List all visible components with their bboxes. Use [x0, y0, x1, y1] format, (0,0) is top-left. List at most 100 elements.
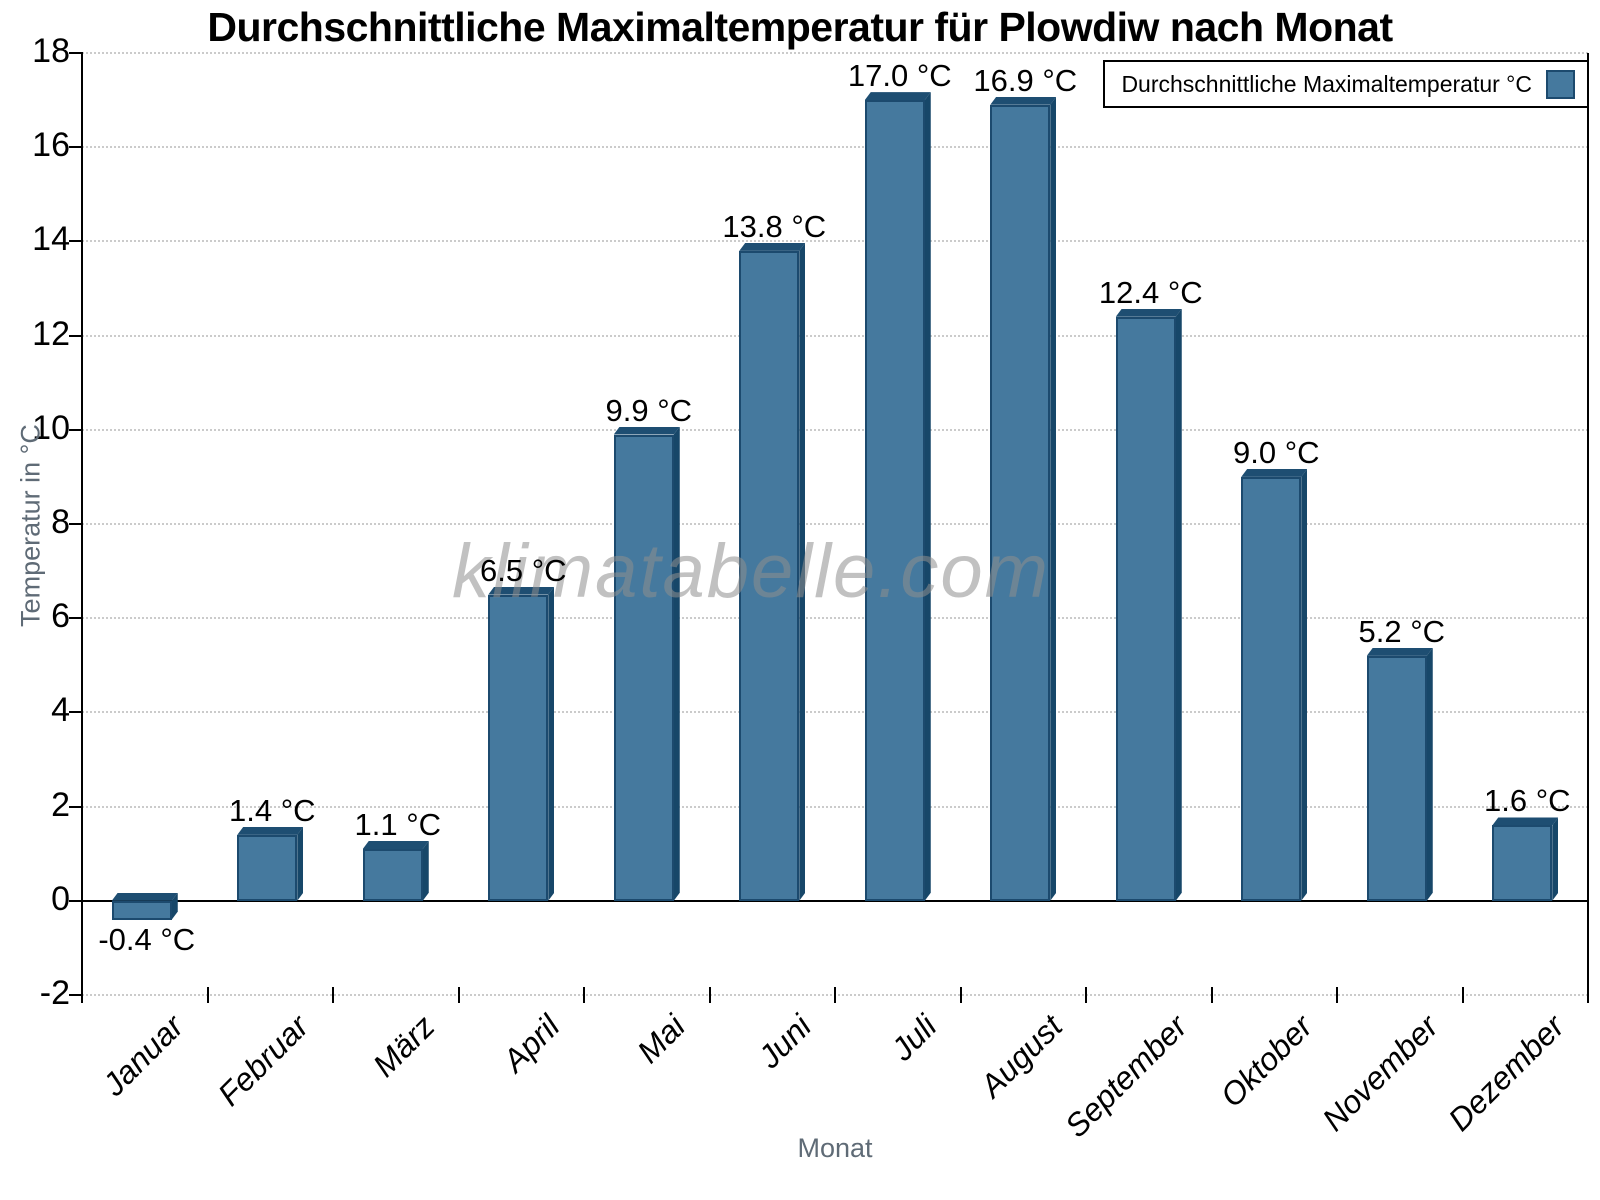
bar-top-face [1241, 468, 1308, 477]
legend-label: Durchschnittliche Maximaltemperatur °C [1121, 70, 1532, 97]
bar-top-face [111, 892, 178, 901]
bar-August [990, 96, 1057, 901]
y-tick-4 [69, 711, 83, 714]
gridline-y-18 [82, 52, 1588, 54]
value-label-März: 1.1 °C [354, 806, 442, 842]
y-tick-6 [69, 617, 83, 620]
value-label-Januar: -0.4 °C [98, 921, 196, 957]
x-tick-8 [1085, 987, 1087, 1003]
gridline-y-6 [82, 617, 1588, 620]
bar-Januar [111, 892, 178, 920]
bar-top-face [739, 242, 806, 251]
plot-right-border [1587, 53, 1589, 995]
bar-front-face [1115, 316, 1176, 901]
bar-Oktober [1241, 468, 1308, 901]
y-tick-label-0: 0 [51, 879, 70, 918]
bar-front-face [111, 900, 172, 920]
gridline-y-2 [82, 805, 1588, 808]
bar-front-face [739, 250, 800, 901]
value-label-Juli: 17.0 °C [847, 58, 952, 94]
gridline-y-12 [82, 334, 1588, 337]
bar-März [362, 840, 429, 901]
value-label-Februar: 1.4 °C [229, 792, 316, 828]
y-tick-label-6: 6 [51, 597, 70, 636]
x-tick-12 [1587, 987, 1589, 1003]
y-tick-label-14: 14 [32, 220, 70, 259]
bar-November [1366, 647, 1433, 901]
gridline-y-8 [82, 523, 1588, 525]
bar-top-face [613, 426, 680, 435]
zero-line [82, 899, 1588, 902]
x-tick-label-August: August [972, 1008, 1069, 1104]
x-tick-label-September: September [1058, 1008, 1195, 1145]
x-tick-1 [206, 987, 209, 1003]
bar-top-face [237, 826, 304, 835]
y-tick--2 [69, 994, 83, 996]
gridline-y-10 [82, 428, 1588, 431]
value-label-Dezember: 1.6 °C [1484, 783, 1571, 819]
y-tick-label-10: 10 [32, 408, 70, 447]
y-tick-label-18: 18 [32, 31, 70, 70]
x-tick-9 [1210, 987, 1213, 1003]
y-axis-line [81, 53, 83, 995]
bar-front-face [362, 848, 423, 901]
y-tick-label-4: 4 [51, 691, 70, 730]
y-tick-8 [69, 523, 83, 525]
x-tick-label-Juli: Juli [883, 1008, 944, 1068]
x-tick-5 [708, 987, 711, 1003]
value-label-Oktober: 9.0 °C [1233, 434, 1320, 470]
bar-top-face [362, 840, 429, 849]
x-tick-2 [332, 987, 334, 1003]
bar-top-face [990, 96, 1057, 105]
bar-front-face [1241, 476, 1302, 901]
y-tick-label--2: -2 [39, 973, 70, 1012]
bar-front-face [864, 100, 925, 901]
value-label-Mai: 9.9 °C [605, 392, 693, 428]
x-tick-label-Mai: Mai [630, 1008, 693, 1070]
value-label-April: 6.5 °C [480, 552, 567, 588]
bar-front-face [488, 594, 549, 901]
watermark: klimatabelle.com [452, 529, 1050, 614]
x-tick-label-Oktober: Oktober [1213, 1008, 1320, 1114]
x-tick-6 [834, 987, 836, 1003]
bar-front-face [1492, 825, 1553, 901]
x-tick-7 [959, 987, 962, 1003]
x-axis-title: Monat [797, 1133, 873, 1163]
bar-front-face [990, 104, 1051, 901]
bar-September [1115, 308, 1182, 901]
gridline-y-14 [82, 240, 1588, 243]
y-tick-18 [69, 52, 83, 54]
bar-Mai [613, 426, 680, 901]
bar-Juli [864, 92, 931, 901]
legend: Durchschnittliche Maximaltemperatur °C [1103, 60, 1589, 108]
bar-Juni [739, 242, 806, 901]
x-tick-label-Januar: Januar [95, 1008, 191, 1103]
x-tick-0 [81, 987, 83, 1003]
bar-April [488, 586, 555, 901]
y-tick-0 [69, 899, 83, 902]
bar-front-face [237, 834, 298, 901]
y-tick-14 [69, 240, 83, 243]
value-label-Juni: 13.8 °C [722, 208, 827, 244]
x-tick-label-März: März [365, 1008, 442, 1084]
bar-top-face [488, 586, 555, 595]
bar-top-face [1366, 647, 1433, 656]
legend-swatch-icon [1546, 69, 1575, 99]
bar-Dezember [1492, 817, 1559, 901]
x-tick-label-April: April [495, 1008, 567, 1079]
y-tick-16 [69, 146, 83, 149]
x-tick-label-November: November [1315, 1008, 1446, 1138]
value-label-August: 16.9 °C [973, 62, 1078, 98]
y-tick-label-8: 8 [51, 502, 70, 541]
gridline-y-4 [82, 711, 1588, 714]
bar-top-face [864, 92, 931, 101]
bar-front-face [613, 434, 674, 901]
x-tick-label-Februar: Februar [211, 1008, 316, 1113]
y-tick-2 [69, 805, 83, 808]
y-axis-title: Temperatur in °C [15, 424, 46, 627]
x-tick-3 [457, 987, 460, 1003]
x-tick-label-Juni: Juni [750, 1008, 818, 1075]
y-tick-label-16: 16 [32, 126, 70, 165]
y-tick-12 [69, 334, 83, 337]
